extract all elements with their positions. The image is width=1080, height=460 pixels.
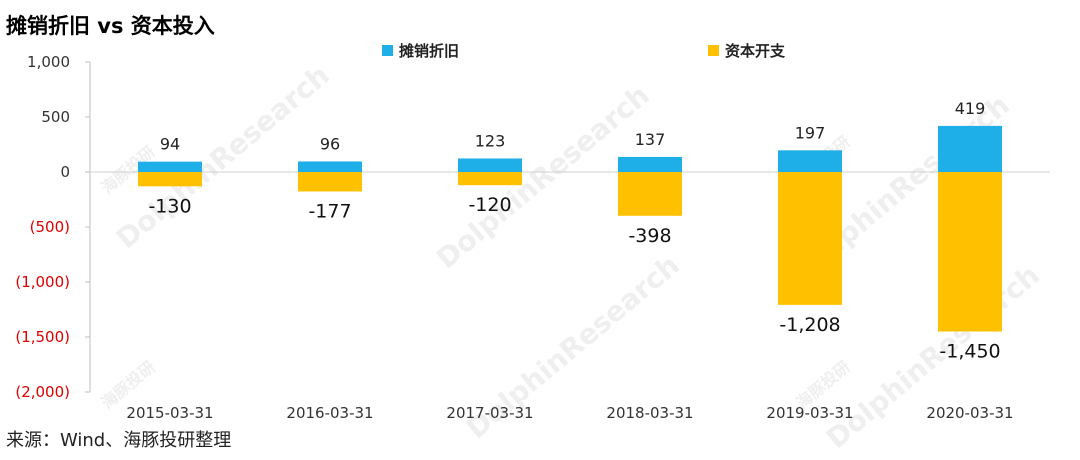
legend-label-capex: 资本开支 [725, 42, 786, 60]
y-tick-label: (500) [30, 218, 70, 236]
data-label-depreciation: 123 [475, 131, 506, 150]
bar-depreciation [778, 150, 842, 172]
bar-depreciation [938, 125, 1002, 172]
data-label-capex: -1,208 [779, 314, 840, 336]
bar-capex [458, 172, 522, 186]
bar-depreciation [618, 156, 682, 172]
x-tick-label: 2016-03-31 [286, 404, 373, 422]
y-tick-label: 0 [60, 163, 70, 181]
data-label-capex: -130 [148, 195, 191, 217]
data-label-depreciation: 96 [320, 134, 340, 153]
legend-swatch-capex [708, 45, 719, 56]
source-note: 来源：Wind、海豚投研整理 [6, 430, 232, 451]
legend-label-depreciation: 摊销折旧 [399, 42, 460, 60]
data-label-capex: -398 [628, 225, 671, 247]
bar-capex [938, 172, 1002, 332]
data-label-depreciation: 197 [795, 123, 826, 142]
bar-capex [138, 172, 202, 187]
x-tick-label: 2020-03-31 [926, 404, 1013, 422]
data-label-depreciation: 419 [955, 99, 986, 118]
x-tick-label: 2019-03-31 [766, 404, 853, 422]
x-tick-label: 2015-03-31 [126, 404, 213, 422]
y-tick-label: 500 [41, 108, 70, 126]
data-label-capex: -177 [308, 200, 351, 222]
y-tick-label: (1,500) [15, 328, 70, 346]
legend-item-capex: 资本开支 [708, 40, 785, 61]
data-label-capex: -1,450 [939, 341, 1000, 363]
x-tick-label: 2018-03-31 [606, 404, 693, 422]
x-tick-label: 2017-03-31 [446, 404, 533, 422]
legend-item-depreciation: 摊销折旧 [382, 40, 459, 61]
bar-capex [778, 172, 842, 305]
bar-depreciation [298, 161, 362, 172]
chart-title: 摊销折旧 vs 资本投入 [6, 14, 215, 38]
y-tick-label: (1,000) [15, 273, 70, 291]
y-tick-label: (2,000) [15, 383, 70, 401]
legend-swatch-depreciation [382, 45, 393, 56]
bar-depreciation [458, 158, 522, 172]
data-label-depreciation: 137 [635, 130, 666, 149]
data-label-depreciation: 94 [160, 135, 180, 154]
data-label-capex: -120 [468, 194, 511, 216]
y-tick-label: 1,000 [27, 53, 70, 71]
bar-capex [618, 172, 682, 216]
bar-capex [298, 172, 362, 192]
bar-depreciation [138, 161, 202, 172]
